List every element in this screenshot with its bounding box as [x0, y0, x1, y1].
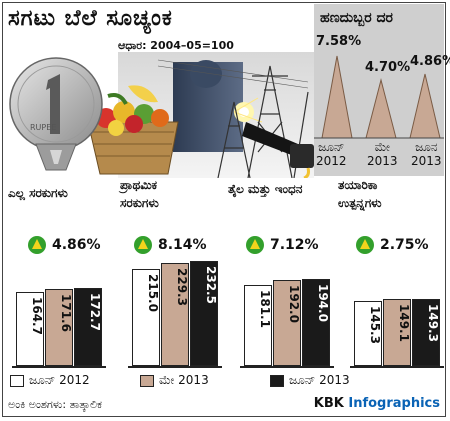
inflation-label-may-2013: ಮೇ 2013: [367, 140, 398, 168]
bar-baseline: [240, 366, 334, 368]
bar-jun-2013: 232.5: [190, 261, 218, 366]
inflation-label-year: 2012: [316, 154, 347, 168]
category-label-primary-articles: ಪ್ರಾಥಮಿಕ ಸರಕುಗಳು: [120, 176, 159, 212]
inflation-triangles: [314, 55, 444, 139]
bar-may-2013: 229.3: [161, 263, 189, 366]
legend-label: ಮೇ 2013: [159, 373, 209, 387]
up-arrow-icon: [246, 236, 264, 254]
inflation-label-jun-2013: ಜೂನ 2013: [411, 140, 442, 168]
bar-may-2013: 171.6: [45, 289, 73, 366]
up-arrow-icon: [356, 236, 374, 254]
collage-illustration: RUPEE: [9, 52, 314, 178]
change-percent: 4.86%: [52, 237, 101, 253]
bar-value-label: 172.7: [88, 293, 102, 331]
category-label-line: ಪ್ರಾಥಮಿಕ: [120, 178, 158, 192]
bar-may-2013: 192.0: [273, 280, 301, 366]
change-badge-fuel-power: 7.12%: [246, 236, 319, 254]
inflation-triangle-jun-2013: [409, 73, 441, 139]
category-label-line: ಎಲ್ಲ ಸರಕುಗಳು: [8, 186, 68, 200]
inflation-value-may-2013: 4.70%: [365, 60, 411, 75]
legend-item-jun-2013: ಜೂನ್ 2013: [270, 373, 350, 388]
inflation-label-month: ಜೂನ್: [318, 140, 345, 154]
legend-label: ಜೂನ್ 2013: [289, 373, 350, 387]
credit-accent: Infographics: [348, 396, 440, 411]
legend-swatch: [270, 374, 284, 387]
change-percent: 2.75%: [380, 237, 429, 253]
change-percent: 8.14%: [158, 237, 207, 253]
bar-jun-2013: 149.3: [412, 299, 440, 366]
up-arrow-icon: [28, 236, 46, 254]
bar-baseline: [12, 366, 106, 368]
base-year-note: ಆಧಾರ: 2004–05=100: [118, 39, 234, 52]
rupee-coin-image: RUPEE: [9, 57, 103, 171]
bar-may-2013: 149.1: [383, 299, 411, 366]
bar-value-label: 181.1: [258, 290, 272, 328]
category-label-line: ತಯಾರಿಕಾ: [338, 178, 378, 192]
bar-value-label: 192.0: [287, 285, 301, 323]
svg-text:RUPEE: RUPEE: [30, 123, 56, 132]
bar-baseline: [128, 366, 222, 368]
bar-value-label: 229.3: [175, 268, 189, 306]
up-arrow-icon: [134, 236, 152, 254]
photo-collage: RUPEE: [8, 52, 314, 178]
bar-value-label: 232.5: [204, 266, 218, 304]
category-label-line: ತೈಲ ಮತ್ತು ಇಂಧನ: [228, 182, 303, 196]
inflation-label-year: 2013: [411, 154, 442, 168]
bar-jun-2012: 145.3: [354, 301, 382, 366]
footnote: ಅಂಕಿ ಅಂಶಗಳು: ತಾತ್ಕಾಲಿಕ: [8, 398, 102, 411]
bar-value-label: 171.6: [59, 294, 73, 332]
category-label-line: ಉತ್ಪನ್ನಗಳು: [338, 196, 382, 210]
legend-label: ಜೂನ್ 2012: [29, 373, 90, 387]
bar-value-label: 164.7: [30, 297, 44, 335]
bar-baseline: [350, 366, 444, 368]
category-label-fuel-power: ತೈಲ ಮತ್ತು ಇಂಧನ: [228, 180, 302, 198]
bar-value-label: 194.0: [316, 284, 330, 322]
fruit-basket-image: [87, 85, 179, 175]
welder-image: [173, 60, 263, 152]
change-percent: 7.12%: [270, 237, 319, 253]
credit-logo: KBK Infographics: [314, 396, 440, 411]
change-badge-all-commodities: 4.86%: [28, 236, 101, 254]
page-title: ಸಗಟು ಬೆಲೆ ಸೂಚ್ಯಂಕ: [8, 6, 173, 31]
inflation-value-jun-2013: 4.86%: [410, 54, 450, 69]
bar-jun-2013: 172.7: [74, 288, 102, 366]
bar-value-label: 215.0: [146, 274, 160, 312]
bar-value-label: 145.3: [368, 306, 382, 344]
inflation-value-jun-2012: 7.58%: [316, 34, 362, 49]
fuel-nozzle-image: [242, 122, 314, 178]
inflation-label-month: ಮೇ: [374, 140, 390, 154]
change-badge-manufactured-products: 2.75%: [356, 236, 429, 254]
legend-item-jun-2012: ಜೂನ್ 2012: [10, 373, 90, 388]
category-label-line: ಸರಕುಗಳು: [120, 196, 159, 210]
legend-swatch: [140, 374, 154, 387]
inflation-label-month: ಜೂನ: [415, 140, 438, 154]
bar-value-label: 149.1: [397, 304, 411, 342]
inflation-title: ಹಣದುಬ್ಬರ ದರ: [320, 10, 393, 26]
category-label-all-commodities: ಎಲ್ಲ ಸರಕುಗಳು: [8, 184, 68, 202]
bar-jun-2013: 194.0: [302, 279, 330, 366]
bar-jun-2012: 164.7: [16, 292, 44, 366]
change-badge-primary-articles: 8.14%: [134, 236, 207, 254]
inflation-triangle-may-2013: [365, 78, 397, 139]
bar-jun-2012: 181.1: [244, 285, 272, 366]
inflation-rate-panel: ಹಣದುಬ್ಬರ ದರ 7.58% 4.70% 4.86% ಜೂನ್ 2012 …: [314, 4, 450, 176]
legend-item-may-2013: ಮೇ 2013: [140, 373, 209, 388]
inflation-label-jun-2012: ಜೂನ್ 2012: [316, 140, 347, 168]
bar-jun-2012: 215.0: [132, 269, 160, 366]
category-label-manufactured-products: ತಯಾರಿಕಾ ಉತ್ಪನ್ನಗಳು: [338, 176, 382, 212]
bar-value-label: 149.3: [426, 304, 440, 342]
credit-brand: KBK: [313, 396, 349, 411]
inflation-triangle-jun-2012: [321, 55, 353, 139]
legend-swatch: [10, 374, 24, 387]
inflation-label-year: 2013: [367, 154, 398, 168]
